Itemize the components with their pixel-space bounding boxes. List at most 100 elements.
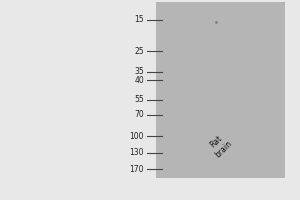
Bar — [165, 84, 213, 87]
Bar — [165, 82, 254, 87]
Bar — [165, 86, 252, 87]
Bar — [164, 84, 208, 87]
Bar — [164, 84, 203, 87]
Bar — [165, 84, 261, 87]
Bar — [165, 83, 223, 87]
Bar — [165, 84, 237, 87]
Bar — [162, 86, 164, 87]
Bar — [164, 86, 189, 87]
Bar — [165, 83, 226, 87]
Bar — [165, 86, 240, 87]
Bar — [165, 85, 215, 87]
Bar — [165, 85, 235, 87]
Bar — [165, 86, 252, 87]
Bar — [164, 85, 186, 87]
Bar — [164, 84, 198, 87]
Bar — [165, 83, 256, 87]
Bar — [164, 85, 203, 87]
Bar — [165, 86, 256, 87]
Bar — [165, 85, 254, 87]
Bar — [164, 84, 176, 87]
Bar — [164, 85, 181, 87]
Bar — [165, 83, 221, 87]
Bar — [165, 83, 259, 87]
Bar — [165, 83, 220, 87]
Bar — [165, 86, 252, 87]
Bar — [165, 86, 244, 87]
Bar — [165, 86, 232, 87]
Bar — [165, 83, 228, 87]
Bar — [165, 84, 254, 87]
Bar — [164, 83, 205, 87]
Bar — [165, 86, 216, 87]
Bar — [165, 86, 230, 87]
Bar — [165, 86, 223, 87]
Bar — [164, 86, 177, 87]
Bar — [164, 83, 189, 87]
Bar — [162, 85, 164, 87]
Bar — [165, 85, 237, 87]
Bar — [164, 83, 165, 87]
Bar — [164, 83, 176, 87]
Bar — [164, 86, 165, 87]
Bar — [164, 85, 210, 87]
Bar — [162, 84, 164, 87]
Bar — [164, 86, 170, 87]
Bar — [164, 86, 179, 87]
Bar — [164, 83, 201, 87]
Bar — [164, 84, 211, 87]
Bar — [164, 86, 201, 87]
Bar — [164, 83, 196, 87]
Bar — [164, 83, 193, 87]
Bar — [164, 82, 203, 87]
Bar — [165, 84, 257, 87]
Bar — [164, 86, 196, 87]
Bar — [165, 85, 216, 87]
Bar — [165, 84, 220, 87]
Bar — [165, 82, 250, 87]
Bar — [165, 84, 240, 87]
Bar — [162, 83, 164, 87]
Bar — [164, 83, 186, 87]
Bar — [165, 83, 216, 87]
Bar — [162, 86, 164, 87]
Bar — [165, 85, 215, 87]
Bar — [164, 86, 169, 87]
Bar — [165, 84, 221, 87]
Bar — [165, 86, 230, 87]
Bar — [165, 84, 247, 87]
Bar — [164, 84, 203, 87]
Bar — [164, 85, 189, 87]
Bar — [164, 83, 174, 87]
Bar — [165, 83, 228, 87]
Bar — [164, 85, 186, 87]
Bar — [164, 83, 196, 87]
Bar — [165, 86, 256, 87]
Bar — [165, 83, 235, 87]
Bar — [165, 82, 262, 87]
Bar — [164, 82, 198, 87]
Bar — [165, 84, 245, 87]
Bar — [164, 85, 200, 87]
Bar — [165, 86, 244, 87]
Bar — [165, 86, 237, 87]
Bar — [165, 86, 233, 87]
Bar — [164, 86, 176, 87]
Bar — [164, 86, 188, 87]
Bar — [164, 86, 174, 87]
Bar — [164, 86, 193, 87]
Bar — [165, 85, 244, 87]
Bar — [164, 86, 198, 87]
Bar — [164, 85, 198, 87]
Bar — [164, 86, 194, 87]
Bar — [164, 86, 210, 87]
Bar — [162, 83, 164, 87]
Bar — [165, 86, 247, 87]
Bar — [164, 86, 170, 87]
Bar — [165, 84, 226, 87]
Bar — [164, 84, 186, 87]
Bar — [165, 86, 252, 87]
Bar — [164, 83, 196, 87]
Bar — [165, 85, 252, 87]
Bar — [165, 82, 221, 87]
